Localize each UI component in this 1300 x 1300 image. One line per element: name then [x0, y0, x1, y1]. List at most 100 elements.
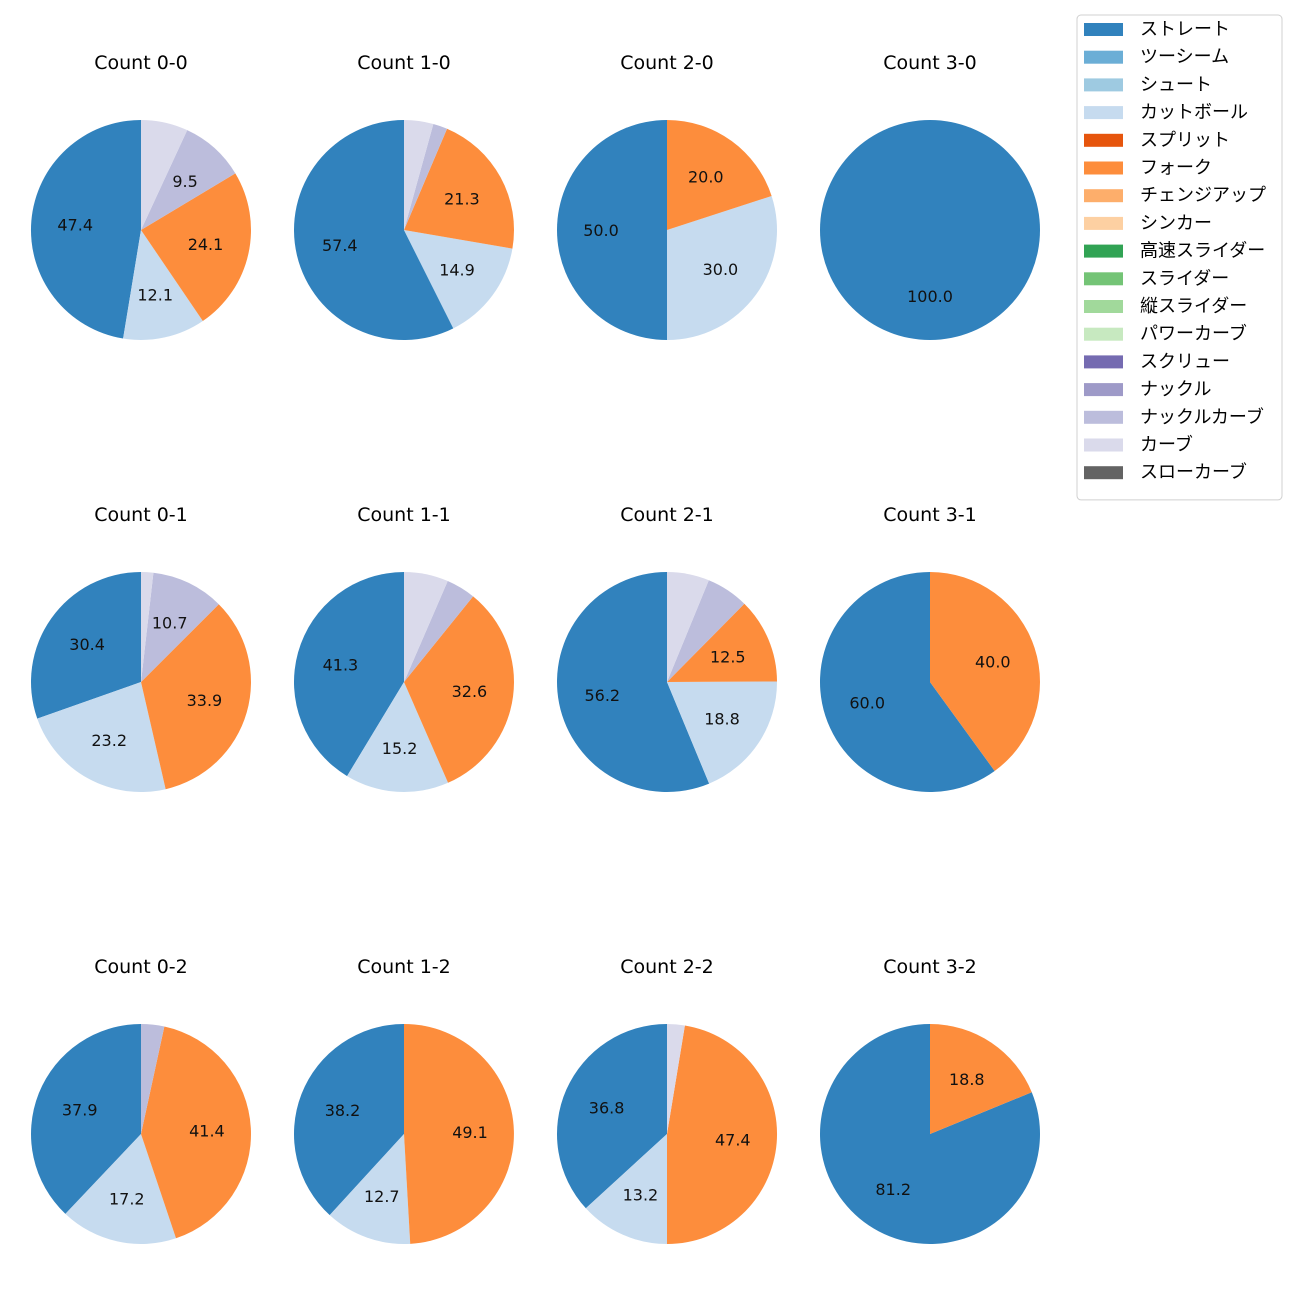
slice-label-count-2-1-3: 12.5 — [710, 647, 746, 666]
slice-label-count-3-2-2: 18.8 — [949, 1070, 985, 1089]
wedge-count-1-2-2 — [329, 1134, 411, 1244]
pie-count-3-1: Count 3-1 60.0 40.0 — [820, 504, 1041, 792]
legend-label-15: ナックルカーブ — [1140, 406, 1264, 428]
slice-label-count-3-1-2: 40.0 — [975, 653, 1011, 672]
pie-title-count-0-2: Count 0-2 — [94, 956, 188, 978]
wedge-count-2-1-5 — [667, 572, 709, 682]
pie-title-count-1-1: Count 1-1 — [357, 504, 451, 526]
legend: ストレートツーシームシュートカットボールスプリットフォークチェンジアップシンカー… — [1076, 14, 1283, 501]
pie-count-0-1: Count 0-1 30.4 23.2 33.9 10.7 — [30, 504, 251, 793]
pie-count-0-0: Count 0-0 47.4 12.1 24.1 9.5 — [30, 52, 252, 341]
legend-label-3: シュート — [1140, 74, 1212, 95]
wedge-count-1-0-3 — [404, 128, 514, 249]
wedge-count-1-1-5 — [404, 572, 448, 682]
pie-title-count-3-1: Count 3-1 — [883, 504, 977, 526]
pie-count-0-2: Count 0-2 37.9 17.2 41.4 — [31, 956, 251, 1244]
slice-label-count-3-2-1: 81.2 — [875, 1180, 911, 1199]
wedge-count-0-2-2 — [65, 1134, 177, 1244]
slice-label-count-3-1-1: 60.0 — [849, 693, 885, 712]
wedge-count-0-0-3 — [141, 173, 252, 321]
pie-title-count-2-0: Count 2-0 — [620, 52, 714, 74]
legend-swatch-14 — [1084, 383, 1123, 397]
legend-swatch-6 — [1084, 161, 1123, 175]
wedge-count-2-1-2 — [667, 681, 778, 784]
wedge-count-0-1-5 — [141, 572, 154, 682]
pie-title-count-1-0: Count 1-0 — [357, 52, 451, 74]
wedge-count-0-1-4 — [141, 572, 219, 682]
slice-label-count-2-2-1: 36.8 — [589, 1098, 625, 1117]
legend-label-1: ストレート — [1140, 19, 1230, 40]
legend-label-12: パワーカーブ — [1140, 323, 1247, 345]
legend-swatch-1 — [1084, 23, 1123, 36]
legend-swatch-2 — [1084, 50, 1123, 64]
pie-count-3-0: Count 3-0 100.0 — [820, 52, 1040, 340]
slice-label-count-2-0-1: 50.0 — [583, 221, 619, 240]
legend-swatch-17 — [1084, 466, 1123, 480]
wedge-count-0-2-4 — [141, 1024, 165, 1134]
wedge-count-2-1-4 — [667, 580, 745, 682]
legend-label-14: ナックル — [1140, 379, 1211, 400]
legend-label-17: スローカーブ — [1140, 461, 1247, 483]
slice-label-count-1-0-2: 14.9 — [439, 260, 475, 279]
wedge-count-0-2-3 — [141, 1026, 251, 1239]
wedge-count-2-1-3 — [667, 603, 777, 682]
slice-label-count-3-0-1: 100.0 — [907, 287, 953, 306]
slice-label-count-1-0-3: 21.3 — [444, 189, 480, 208]
wedge-count-2-0-3 — [667, 120, 772, 230]
wedge-count-1-1-2 — [347, 682, 449, 793]
wedge-count-1-0-4 — [404, 123, 448, 230]
legend-label-9: 高速スライダー — [1140, 241, 1265, 262]
wedge-count-0-1-2 — [37, 682, 166, 793]
slice-label-count-2-2-2: 13.2 — [623, 1185, 659, 1204]
wedge-count-0-0-2 — [123, 230, 203, 341]
slice-label-count-1-2-2: 12.7 — [364, 1187, 400, 1206]
pie-title-count-2-2: Count 2-2 — [620, 956, 714, 978]
legend-swatch-9 — [1084, 244, 1123, 258]
slice-label-count-1-2-3: 49.1 — [452, 1123, 488, 1142]
slice-label-count-0-1-3: 33.9 — [187, 691, 223, 710]
slice-label-count-1-0-1: 57.4 — [322, 236, 358, 255]
slice-label-count-2-1-1: 56.2 — [584, 686, 620, 705]
slice-label-count-2-1-2: 18.8 — [704, 710, 740, 729]
wedge-count-2-2-3 — [667, 1025, 778, 1244]
wedge-count-2-0-1 — [557, 120, 667, 340]
pie-title-count-0-0: Count 0-0 — [94, 52, 188, 74]
legend-label-8: シンカー — [1140, 213, 1212, 234]
slice-label-count-0-2-3: 41.4 — [189, 1121, 225, 1140]
slice-label-count-0-0-1: 47.4 — [57, 216, 93, 235]
slice-label-count-0-1-1: 30.4 — [69, 635, 105, 654]
wedge-count-2-2-1 — [556, 1024, 667, 1209]
slice-label-count-0-1-2: 23.2 — [91, 731, 127, 750]
slice-label-count-0-0-4: 9.5 — [172, 172, 197, 191]
wedge-count-3-2-1 — [820, 1024, 1041, 1244]
slice-label-count-0-1-4: 10.7 — [152, 614, 188, 633]
legend-label-13: スクリュー — [1140, 351, 1230, 372]
pie-count-1-0: Count 1-0 57.4 14.9 21.3 — [293, 52, 514, 340]
wedge-count-2-1-1 — [557, 572, 710, 792]
legend-swatch-12 — [1084, 327, 1123, 341]
legend-label-6: フォーク — [1140, 158, 1212, 179]
pie-title-count-3-0: Count 3-0 — [883, 52, 977, 74]
legend-label-2: ツーシーム — [1140, 47, 1229, 68]
legend-swatch-15 — [1084, 410, 1123, 424]
slice-label-count-1-1-3: 32.6 — [452, 682, 488, 701]
wedge-count-3-2-2 — [930, 1024, 1032, 1134]
pie-count-3-2: Count 3-2 81.2 18.8 — [820, 956, 1041, 1244]
wedge-count-3-0-1 — [820, 120, 1040, 340]
legend-swatch-3 — [1084, 78, 1123, 92]
legend-swatch-16 — [1084, 438, 1123, 452]
legend-label-5: スプリット — [1140, 130, 1230, 151]
legend-label-10: スライダー — [1140, 268, 1229, 289]
legend-label-16: カーブ — [1140, 434, 1193, 456]
wedge-count-1-1-1 — [293, 572, 404, 777]
wedge-count-0-0-1 — [30, 119, 142, 339]
pie-count-2-1: Count 2-1 56.2 18.8 12.5 — [557, 504, 778, 792]
legend-swatch-4 — [1084, 106, 1123, 120]
legend-box — [1076, 14, 1283, 501]
legend-swatch-5 — [1084, 133, 1123, 147]
slice-label-count-1-1-1: 41.3 — [323, 655, 359, 674]
pie-count-1-2: Count 1-2 38.2 12.7 49.1 — [293, 956, 514, 1244]
slice-label-count-2-0-3: 20.0 — [688, 168, 724, 187]
legend-label-4: カットボール — [1140, 102, 1248, 123]
